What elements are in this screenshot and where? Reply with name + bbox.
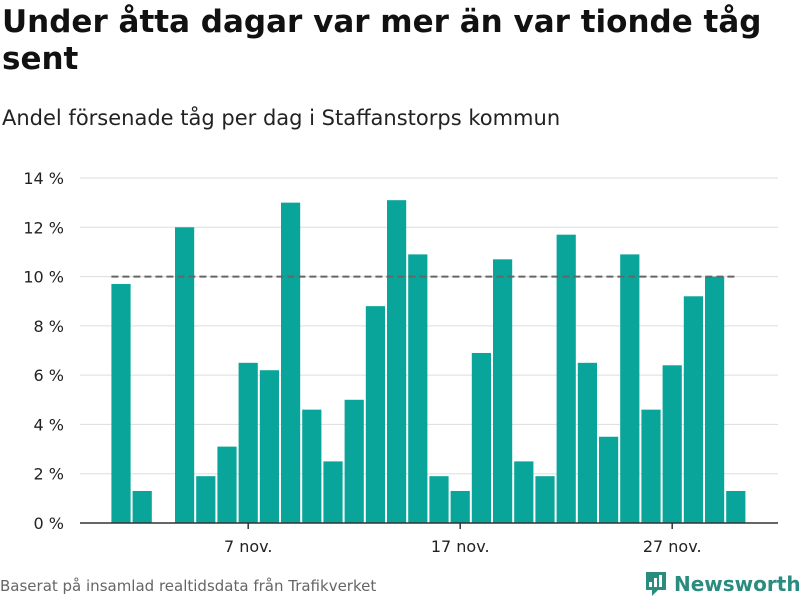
y-tick-label: 0 % xyxy=(34,514,64,533)
chart-subtitle: Andel försenade tåg per dag i Staffansto… xyxy=(2,106,561,130)
y-tick-label: 10 % xyxy=(23,268,64,287)
bar xyxy=(238,362,258,523)
bar xyxy=(387,200,407,523)
chart-title: Under åtta dagar var mer än var tionde t… xyxy=(2,4,762,77)
bar xyxy=(323,461,343,523)
y-tick-label: 4 % xyxy=(34,415,64,434)
source-note: Baserat på insamlad realtidsdata från Tr… xyxy=(0,577,377,595)
x-tick-label: 7 nov. xyxy=(224,537,273,556)
bar xyxy=(662,365,682,523)
bar xyxy=(450,490,470,523)
bar xyxy=(132,490,152,523)
bar xyxy=(599,436,619,523)
x-tick-label: 17 nov. xyxy=(431,537,490,556)
y-tick-label: 6 % xyxy=(34,366,64,385)
y-tick-label: 14 % xyxy=(23,169,64,188)
bar xyxy=(683,296,703,523)
bar-chart: 0 % 2 % 4 % 6 % 8 % 10 % 12 % 14 % 7 nov. 17 nov.… xyxy=(23,169,778,556)
y-tick-label: 12 % xyxy=(23,218,64,237)
bar xyxy=(514,461,534,523)
bar xyxy=(196,476,216,523)
bar xyxy=(302,409,322,523)
bar xyxy=(365,306,385,523)
bar xyxy=(577,362,597,523)
x-tick-label: 27 nov. xyxy=(643,537,702,556)
bar xyxy=(641,409,661,523)
brand-name: Newsworthy xyxy=(674,572,800,596)
y-tick-label: 2 % xyxy=(34,465,64,484)
bar xyxy=(344,399,364,523)
bar xyxy=(111,283,131,523)
bar xyxy=(217,446,237,523)
bar xyxy=(726,490,746,523)
y-tick-label: 8 % xyxy=(34,317,64,336)
bar xyxy=(471,352,491,523)
bar xyxy=(429,476,449,523)
bar xyxy=(408,254,428,523)
bar xyxy=(281,202,301,523)
bar xyxy=(556,234,576,523)
bar xyxy=(705,276,725,523)
brand-logo: Newsworthy xyxy=(644,570,800,598)
newsworthy-logo-icon xyxy=(646,572,666,596)
bar xyxy=(259,370,279,523)
bar xyxy=(535,476,555,523)
bar xyxy=(175,227,195,523)
bar xyxy=(620,254,640,523)
bar xyxy=(493,259,513,523)
